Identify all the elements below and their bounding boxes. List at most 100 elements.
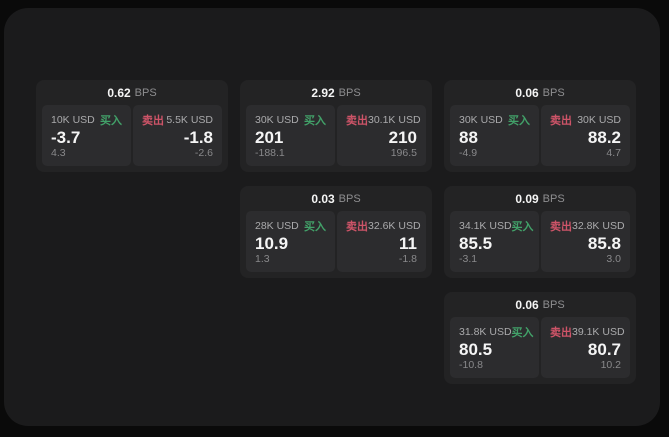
- buy-amount: 30K USD: [459, 114, 503, 126]
- sell-tile[interactable]: 卖出 32.8K USD 85.8 3.0: [541, 211, 630, 272]
- quote-card-2: 2.92 BPS 30K USD 买入 201 -188.1 卖出 30.1K …: [240, 80, 432, 172]
- buy-amount: 30K USD: [255, 114, 299, 126]
- buy-price: 201: [255, 128, 284, 147]
- bps-unit: BPS: [542, 86, 565, 99]
- sell-delta: 3.0: [606, 253, 621, 265]
- sell-tile[interactable]: 卖出 39.1K USD 80.7 10.2: [541, 317, 630, 378]
- sell-label: 卖出: [550, 221, 572, 233]
- bps-unit: BPS: [542, 298, 565, 311]
- card-bps-header: 0.06 BPS: [444, 292, 636, 317]
- sell-tile-top: 卖出 39.1K USD: [550, 324, 625, 340]
- buy-tile-top: 30K USD 买入: [255, 112, 326, 128]
- sell-label: 卖出: [550, 327, 572, 339]
- sell-amount: 30.1K USD: [368, 114, 421, 126]
- quote-card-3: 0.06 BPS 30K USD 买入 88 -4.9 卖出 30K USD 8…: [444, 80, 636, 172]
- sell-delta: 4.7: [606, 147, 621, 159]
- buy-delta: 1.3: [255, 253, 270, 265]
- buy-delta: -4.9: [459, 147, 478, 159]
- sell-tile-top: 卖出 5.5K USD: [142, 112, 213, 128]
- card-body: 10K USD 买入 -3.7 4.3 卖出 5.5K USD -1.8 -2.…: [36, 105, 228, 172]
- sell-price: -1.8: [183, 128, 213, 147]
- quote-card-1: 0.62 BPS 10K USD 买入 -3.7 4.3 卖出 5.5K USD…: [36, 80, 228, 172]
- buy-tile[interactable]: 34.1K USD 买入 85.5 -3.1: [450, 211, 539, 272]
- buy-tile-top: 10K USD 买入: [51, 112, 122, 128]
- quote-card-6: 0.06 BPS 31.8K USD 买入 80.5 -10.8 卖出 39.1…: [444, 292, 636, 384]
- card-bps-header: 0.03 BPS: [240, 186, 432, 211]
- quote-card-4: 0.03 BPS 28K USD 买入 10.9 1.3 卖出 32.6K US…: [240, 186, 432, 278]
- sell-tile[interactable]: 卖出 30K USD 88.2 4.7: [541, 105, 630, 166]
- quotes-panel: 0.62 BPS 10K USD 买入 -3.7 4.3 卖出 5.5K USD…: [4, 8, 660, 426]
- sell-delta: 196.5: [390, 147, 417, 159]
- card-bps-header: 0.62 BPS: [36, 80, 228, 105]
- sell-tile[interactable]: 卖出 32.6K USD 11 -1.8: [337, 211, 426, 272]
- sell-tile[interactable]: 卖出 30.1K USD 210 196.5: [337, 105, 426, 166]
- sell-amount: 32.8K USD: [572, 220, 625, 232]
- buy-delta: 4.3: [51, 147, 66, 159]
- buy-tile[interactable]: 31.8K USD 买入 80.5 -10.8: [450, 317, 539, 378]
- buy-tile-top: 30K USD 买入: [459, 112, 530, 128]
- sell-amount: 5.5K USD: [166, 114, 213, 126]
- buy-label: 买入: [511, 327, 534, 339]
- buy-label: 买入: [304, 221, 326, 233]
- bps-value: 0.62: [107, 85, 131, 100]
- sell-tile-top: 卖出 30.1K USD: [346, 112, 421, 128]
- buy-amount: 28K USD: [255, 220, 299, 232]
- sell-tile[interactable]: 卖出 5.5K USD -1.8 -2.6: [133, 105, 222, 166]
- sell-amount: 39.1K USD: [572, 326, 625, 338]
- buy-tile[interactable]: 28K USD 买入 10.9 1.3: [246, 211, 335, 272]
- sell-amount: 32.6K USD: [368, 220, 421, 232]
- sell-label: 卖出: [346, 221, 368, 233]
- buy-price: 80.5: [459, 340, 493, 359]
- buy-delta: -10.8: [459, 359, 483, 371]
- card-bps-header: 0.06 BPS: [444, 80, 636, 105]
- bps-unit: BPS: [338, 192, 361, 205]
- buy-price: 88: [459, 128, 478, 147]
- sell-tile-top: 卖出 32.8K USD: [550, 218, 625, 234]
- buy-delta: -188.1: [255, 147, 285, 159]
- sell-tile-top: 卖出 32.6K USD: [346, 218, 421, 234]
- card-bps-header: 2.92 BPS: [240, 80, 432, 105]
- card-body: 31.8K USD 买入 80.5 -10.8 卖出 39.1K USD 80.…: [444, 317, 636, 384]
- sell-delta: -2.6: [194, 147, 213, 159]
- buy-label: 买入: [511, 221, 534, 233]
- sell-price: 85.8: [587, 234, 621, 253]
- sell-delta: 10.2: [600, 359, 621, 371]
- bps-value: 2.92: [311, 85, 335, 100]
- buy-amount: 34.1K USD: [459, 220, 512, 232]
- bps-unit: BPS: [338, 86, 361, 99]
- buy-amount: 31.8K USD: [459, 326, 512, 338]
- sell-label: 卖出: [142, 115, 164, 127]
- buy-price: 85.5: [459, 234, 493, 253]
- buy-label: 买入: [508, 115, 530, 127]
- buy-price: 10.9: [255, 234, 289, 253]
- card-body: 30K USD 买入 201 -188.1 卖出 30.1K USD 210 1…: [240, 105, 432, 172]
- bps-value: 0.09: [515, 191, 539, 206]
- card-body: 34.1K USD 买入 85.5 -3.1 卖出 32.8K USD 85.8…: [444, 211, 636, 278]
- card-body: 30K USD 买入 88 -4.9 卖出 30K USD 88.2 4.7: [444, 105, 636, 172]
- quote-card-5: 0.09 BPS 34.1K USD 买入 85.5 -3.1 卖出 32.8K…: [444, 186, 636, 278]
- bps-value: 0.03: [311, 191, 335, 206]
- buy-amount: 10K USD: [51, 114, 95, 126]
- buy-delta: -3.1: [459, 253, 478, 265]
- sell-tile-top: 卖出 30K USD: [550, 112, 621, 128]
- sell-label: 卖出: [550, 115, 572, 127]
- buy-tile[interactable]: 30K USD 买入 88 -4.9: [450, 105, 539, 166]
- sell-price: 11: [399, 234, 417, 253]
- buy-label: 买入: [304, 115, 326, 127]
- sell-price: 88.2: [587, 128, 621, 147]
- buy-tile[interactable]: 10K USD 买入 -3.7 4.3: [42, 105, 131, 166]
- bps-value: 0.06: [515, 297, 539, 312]
- buy-tile-top: 34.1K USD 买入: [459, 218, 534, 234]
- buy-label: 买入: [100, 115, 122, 127]
- sell-amount: 30K USD: [577, 114, 621, 126]
- buy-price: -3.7: [51, 128, 81, 147]
- sell-label: 卖出: [346, 115, 368, 127]
- buy-tile[interactable]: 30K USD 买入 201 -188.1: [246, 105, 335, 166]
- sell-price: 210: [388, 128, 417, 147]
- bps-value: 0.06: [515, 85, 539, 100]
- bps-unit: BPS: [134, 86, 157, 99]
- bps-unit: BPS: [542, 192, 565, 205]
- sell-delta: -1.8: [398, 253, 417, 265]
- sell-price: 80.7: [587, 340, 621, 359]
- buy-tile-top: 28K USD 买入: [255, 218, 326, 234]
